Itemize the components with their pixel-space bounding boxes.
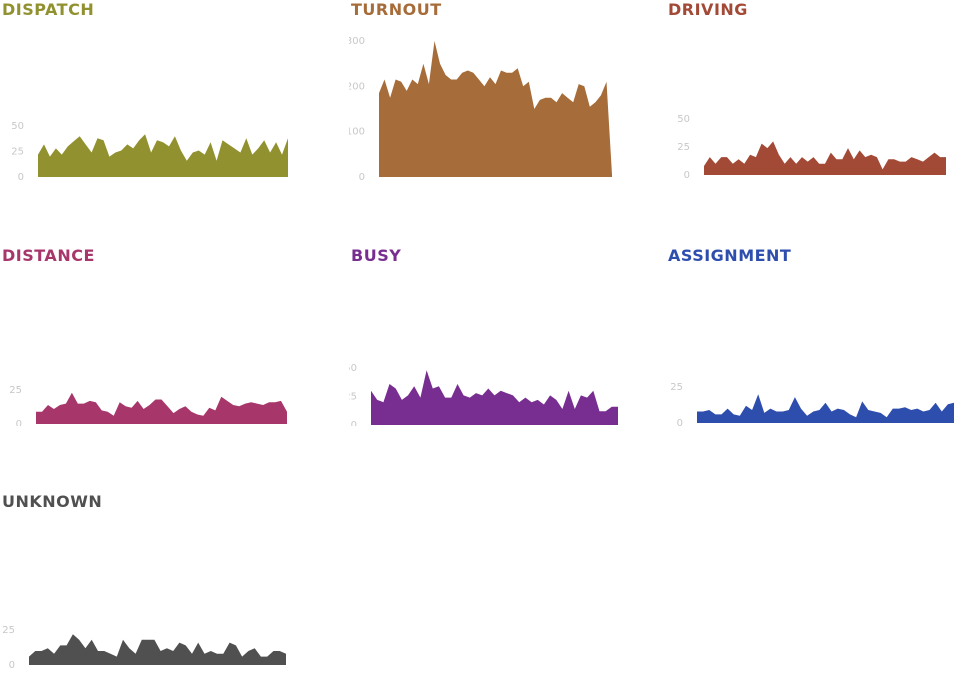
area-chart: 0 25 50	[666, 20, 966, 180]
chart-title: TURNOUT	[351, 0, 442, 20]
y-tick-label: 25	[2, 625, 15, 636]
area-series	[29, 634, 286, 665]
y-tick-label: 25	[670, 382, 683, 393]
area-chart: 0 100 200 300	[349, 20, 649, 180]
y-tick-label: 25	[349, 392, 357, 403]
y-tick-label: 0	[677, 418, 683, 426]
area-chart: 0 25	[0, 512, 300, 687]
chart-title: ASSIGNMENT	[668, 246, 791, 266]
y-tick-label: 25	[677, 142, 690, 153]
chart-panel-turnout: TURNOUT 0 100 200 300	[349, 0, 649, 180]
chart-panel-busy: BUSY 0 25 50	[349, 246, 649, 426]
chart-title: UNKNOWN	[2, 492, 102, 512]
area-chart: 0 25	[666, 266, 968, 426]
y-tick-label: 50	[677, 114, 690, 125]
chart-panel-distance: DISTANCE 0 25	[0, 246, 300, 426]
y-tick-label: 0	[351, 420, 357, 426]
y-tick-label: 25	[9, 385, 22, 396]
y-tick-label: 0	[9, 660, 15, 671]
chart-panel-assignment: ASSIGNMENT 0 25	[666, 246, 968, 426]
area-chart: 0 25	[0, 266, 300, 426]
chart-title: BUSY	[351, 246, 401, 266]
chart-title: DISPATCH	[2, 0, 94, 20]
y-tick-label: 300	[349, 36, 365, 47]
chart-title: DISTANCE	[2, 246, 95, 266]
area-series	[38, 134, 288, 177]
y-tick-label: 25	[11, 147, 24, 158]
area-series	[704, 141, 946, 175]
area-series	[371, 370, 618, 425]
y-tick-label: 50	[349, 363, 357, 374]
y-tick-label: 0	[684, 170, 690, 180]
chart-panel-unknown: UNKNOWN 0 25	[0, 492, 300, 687]
y-tick-label: 50	[11, 121, 24, 132]
y-tick-label: 0	[16, 419, 22, 426]
area-chart: 0 25 50	[349, 266, 649, 426]
y-tick-label: 0	[18, 172, 24, 180]
chart-panel-dispatch: DISPATCH 0 25 50	[0, 0, 300, 180]
area-series	[36, 393, 287, 424]
y-tick-label: 0	[359, 172, 365, 180]
area-series	[379, 41, 612, 177]
y-tick-label: 200	[349, 81, 365, 92]
chart-panel-driving: DRIVING 0 25 50	[666, 0, 966, 180]
area-chart: 0 25 50	[0, 20, 300, 180]
area-series	[697, 394, 954, 423]
chart-title: DRIVING	[668, 0, 748, 20]
y-tick-label: 100	[349, 127, 365, 138]
